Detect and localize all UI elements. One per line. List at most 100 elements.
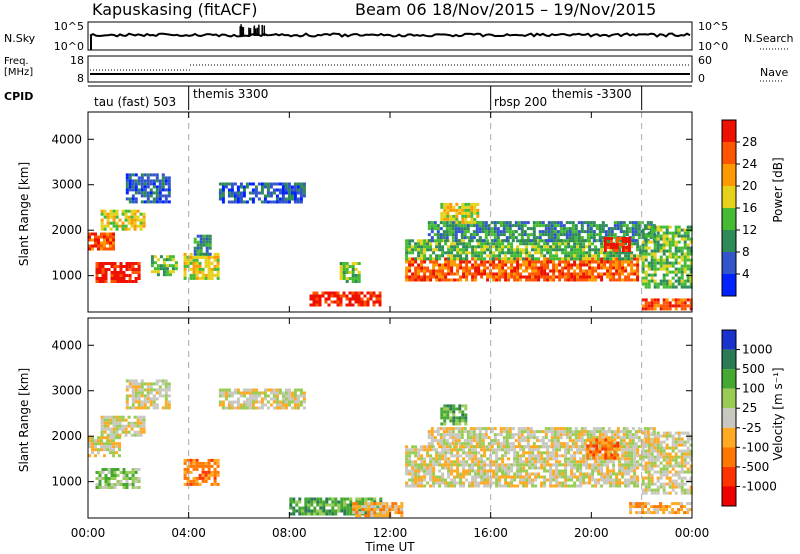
velocity-blob-0 [88,436,121,458]
x-tick-4: 16:00 [473,526,508,540]
velocity-colorbar-tick-1: 500 [742,362,765,376]
cpid-segment-2: rbsp 200 [494,95,547,109]
power-blob-14 [603,237,631,252]
velocity-y-ticks: 1000 2000 3000 4000 [51,338,692,489]
power-swatch-2 [722,230,736,252]
nsky-right-tick-top: 10^5 [698,20,728,33]
velocity-blob-1 [95,468,141,489]
velocity-blob-4 [183,458,220,486]
velocity-swatch-0 [722,330,736,350]
velocity-colorbar: Velocity [m s⁻¹] 1000 500 100 25 -25 -100 -500… [721,329,785,507]
nsky-left-tick-top: 10^5 [54,20,84,33]
power-colorbar-tick-2: 12 [742,223,757,237]
velocity-blob-9 [405,445,643,467]
velocity-swatch-5 [722,427,736,448]
nsky-panel: N.Sky 10^5 10^0 10^5 10^0 N.Search [4,20,794,53]
power-colorbar-tick-0: 4 [742,267,750,281]
power-colorbar-title: Power [dB] [771,157,785,222]
nave-label: Nave [760,66,788,79]
velocity-blob-5 [218,388,306,410]
power-y-tick-1: 2000 [51,223,82,237]
x-tick-3: 12:00 [373,526,408,540]
velocity-colorbar-tick-0: 1000 [742,343,773,357]
power-blob-13 [440,202,480,224]
power-blob-16 [641,298,693,311]
power-colorbar-tick-1: 8 [742,245,750,259]
cpid-segment-0: tau (fast) 503 [94,95,176,109]
velocity-y-tick-0: 1000 [51,475,82,489]
freq-right-tick-bottom: 0 [698,72,705,85]
freq-left-tick-bottom: 8 [77,72,84,85]
velocity-swatch-1 [722,349,736,370]
velocity-swatch-2 [722,369,736,389]
date-range: 18/Nov/2015 – 19/Nov/2015 [432,0,656,19]
power-colorbar-tick-3: 16 [742,201,757,215]
power-blob-7 [218,182,306,204]
velocity-blob-13 [641,431,693,495]
power-colorbar-tick-4: 20 [742,179,757,193]
power-blob-1 [95,262,141,283]
x-axis-label: Time UT [364,540,415,554]
velocity-y-tick-2: 3000 [51,384,82,398]
power-y-tick-3: 4000 [51,132,82,146]
power-blob-2 [100,209,146,231]
power-colorbar-tick-5: 24 [742,157,757,171]
velocity-colorbar-tick-5: -100 [742,440,769,454]
power-blob-3 [125,173,171,204]
nsky-spikes [90,24,266,50]
velocity-blob-14 [629,502,693,515]
power-swatch-7 [722,120,736,142]
velocity-colorbar-title: Velocity [m s⁻¹] [771,367,785,460]
x-tick-2: 08:00 [272,526,307,540]
velocity-blob-10 [427,427,656,449]
power-dashed-markers [188,112,643,312]
velocity-swatch-4 [722,408,736,428]
power-blob-4 [150,255,178,277]
x-tick-6: 00:00 [675,526,710,540]
velocity-swatch-8 [722,486,736,506]
cpid-segment-1: themis 3300 [193,87,268,101]
velocity-colorbar-tick-2: 100 [742,382,765,396]
x-tick-5: 20:00 [574,526,609,540]
velocity-dashed-markers [188,318,643,518]
velocity-blob-3 [125,379,171,410]
velocity-blob-11 [440,404,468,426]
power-blob-6 [193,234,212,256]
power-swatch-1 [722,252,736,274]
freq-label-line1: Freq. [4,56,29,67]
velocity-blob-12 [586,438,620,460]
velocity-data [88,379,693,518]
nsearch-label: N.Search [744,32,794,45]
power-data [88,173,693,311]
power-swatch-3 [722,208,736,230]
power-swatch-5 [722,164,736,186]
velocity-frame [87,317,693,519]
velocity-blob-8 [405,463,640,488]
freq-right-tick-top: 60 [698,54,712,67]
nsky-left-tick-bottom: 10^0 [54,40,84,53]
station-title: Kapuskasing (fitACF) [92,0,257,19]
power-panel: 1000 2000 3000 4000 Slant Range [km] [17,111,693,313]
x-tick-1: 04:00 [171,526,206,540]
freq-left-tick-top: 18 [70,54,84,67]
velocity-blob-2 [100,415,146,437]
freq-panel: Freq. [MHz] 18 8 60 0 Nave [4,54,788,85]
power-swatch-0 [722,274,736,296]
power-swatch-4 [722,186,736,208]
velocity-y-axis-label: Slant Range [km] [17,368,31,472]
freq-label-line2: [MHz] [4,67,33,78]
power-blob-8 [309,291,382,307]
velocity-colorbar-tick-7: -1000 [742,479,777,493]
velocity-swatch-3 [722,388,736,409]
velocity-colorbar-tick-3: 25 [742,401,757,415]
velocity-colorbar-tick-4: -25 [742,421,762,435]
velocity-colorbar-tick-6: -500 [742,460,769,474]
power-y-tick-0: 1000 [51,269,82,283]
power-blob-9 [339,262,361,283]
velocity-swatch-6 [722,447,736,467]
power-swatch-6 [722,142,736,164]
cpid-segment-3: themis -3300 [552,87,632,101]
power-colorbar-tick-6: 28 [742,135,757,149]
